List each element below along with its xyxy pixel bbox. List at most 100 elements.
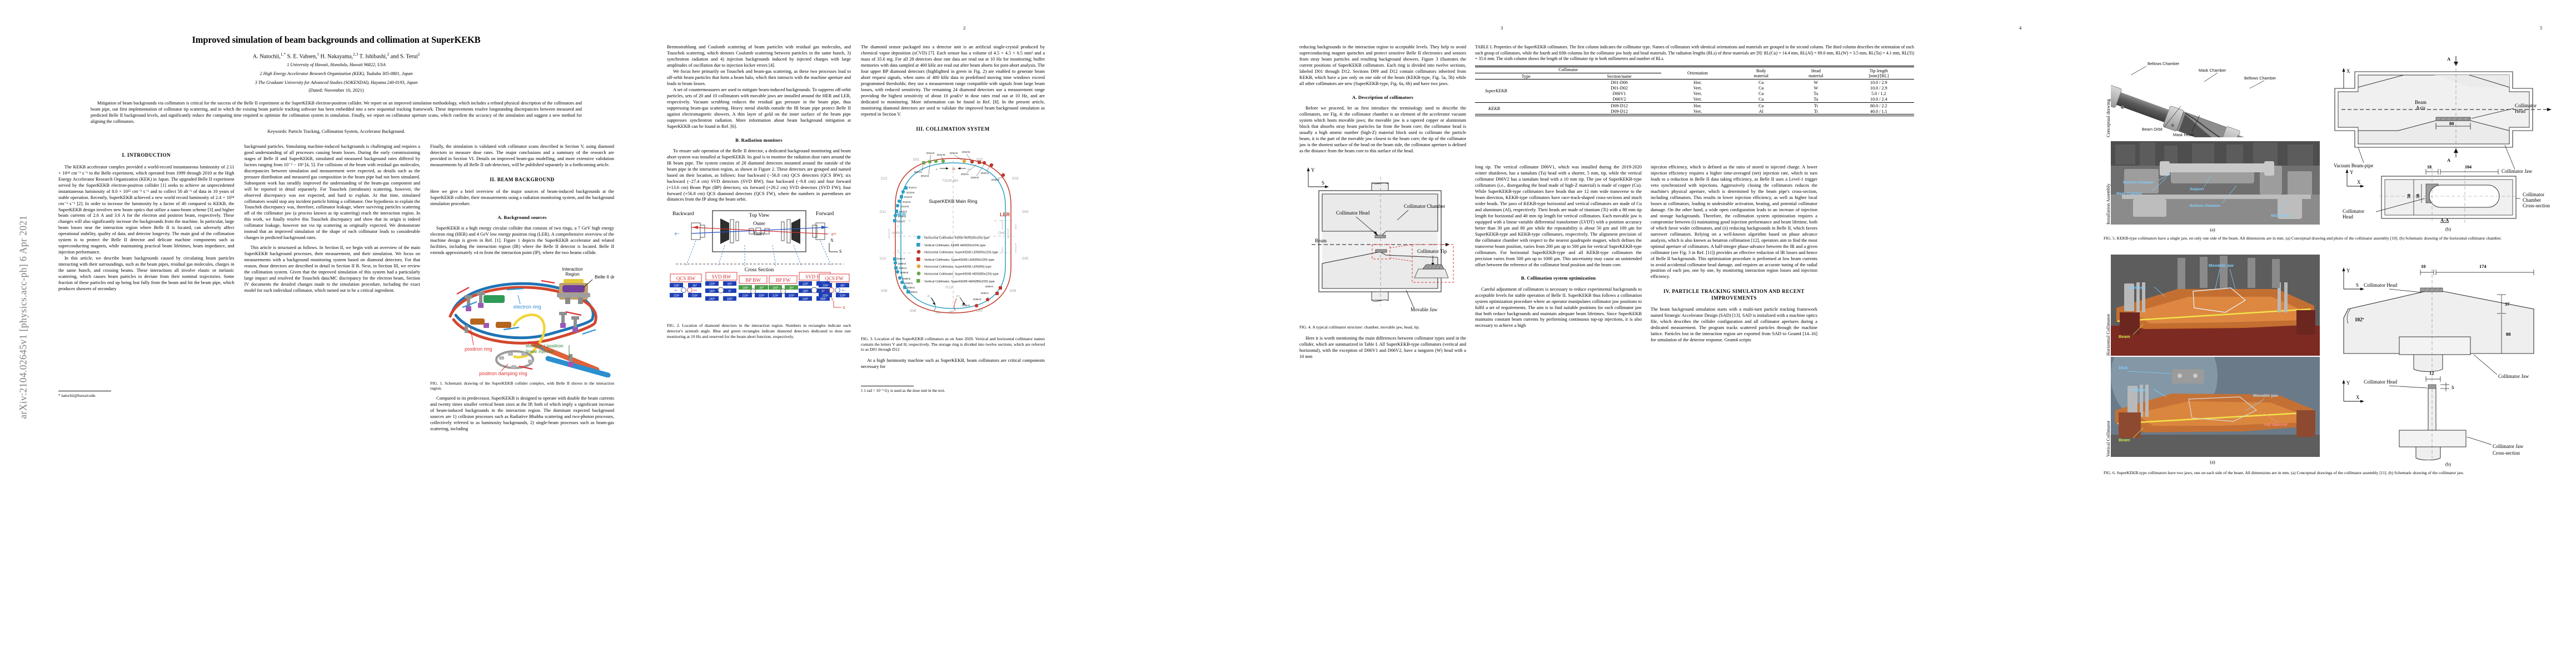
table-cell-head: Ti bbox=[1813, 108, 1818, 114]
table-cell-tip: 10.0 / 2.9 bbox=[1870, 79, 1887, 85]
fig6b-dim-37: 37 bbox=[2505, 301, 2510, 307]
page3-column-2: long tip. The vertical collimator D06V1,… bbox=[1475, 44, 1642, 360]
table-cell-tip: 10.0 / 2.9 bbox=[1870, 86, 1887, 91]
footnote-dose-unit: 1 1 rad = 10⁻² Gy is used as the dose un… bbox=[861, 389, 945, 394]
table-cell-head: Ta bbox=[1813, 91, 1818, 97]
svg-text:ARES: ARES bbox=[1015, 223, 1017, 230]
table-cell-body: Cu bbox=[1758, 79, 1764, 85]
paragraph: To ensure safe operation of the Belle II… bbox=[667, 148, 851, 202]
fig3-section-D09: D09 bbox=[881, 289, 888, 293]
paragraph: reducing backgrounds in the interaction … bbox=[1299, 44, 1466, 86]
svg-text:Head: Head bbox=[2515, 108, 2525, 114]
table-cell-orientation: Hor. bbox=[1693, 79, 1702, 85]
table-row: KEKB D09-D12 Hor. Cu Ti 80.0 / 2.2 bbox=[1475, 103, 1914, 111]
table-cell-name: D06V2 bbox=[1612, 97, 1626, 102]
fig4-label-chamber: Collimator Chamber bbox=[1404, 203, 1445, 209]
table-cell-head: Ta bbox=[1813, 97, 1818, 102]
svg-text:: Horizontal Collimator, Super: : Horizontal Collimator, SuperKEKB HER(f… bbox=[923, 272, 999, 276]
svg-text:Y: Y bbox=[831, 297, 834, 302]
fig5b-axis-x: X bbox=[2346, 68, 2350, 74]
fig2-label-e-plus: e+ bbox=[831, 231, 836, 237]
svg-text:Cross-section: Cross-section bbox=[2523, 203, 2550, 208]
subsection-heading-bg-sources: A. Background sources bbox=[497, 214, 547, 220]
fig5b-axis-x2: X bbox=[2357, 180, 2361, 185]
table-row: D01-D02 Vert. Cu W 10.0 / 2.9 bbox=[1475, 85, 1914, 91]
figure-1: Interaction Region Belle II detector ele… bbox=[430, 261, 614, 392]
fig5b-label-head: Collimator bbox=[2515, 103, 2537, 108]
paragraph: injection efficiency, which is defined a… bbox=[1651, 165, 1817, 280]
figure-5b: A X S bbox=[2331, 53, 2565, 232]
fig2-label-forward: Forward bbox=[816, 211, 834, 217]
svg-text:X: X bbox=[830, 238, 834, 243]
figure-5a-sublabel: (a) bbox=[2210, 227, 2215, 232]
paragraph: SuperKEKB is a high energy circular coll… bbox=[430, 225, 614, 255]
page-number: 3 bbox=[1501, 25, 1503, 31]
fig3-name-D06V2: D06V2 bbox=[985, 285, 993, 288]
table-cell-name: D01-D02 bbox=[1611, 86, 1628, 91]
fig1-label-damping-ring: positron damping ring bbox=[479, 371, 527, 376]
fig6b-label-jaw-xsec: Collimator Jaw bbox=[2493, 444, 2524, 449]
author-list: A. Natochii,1, * S. E. Vahsen,1 H. Nakay… bbox=[252, 53, 420, 60]
fig3-name-D12H2: D12H2 bbox=[901, 205, 909, 208]
fig3-name-D06V1: D06V1 bbox=[981, 292, 989, 295]
fig3-area-nikko: NIKKO bbox=[892, 231, 903, 235]
fig3-name-D03H1: D03H1 bbox=[991, 178, 1000, 181]
table-cell-body: Cu bbox=[1758, 91, 1764, 97]
svg-text:45º: 45º bbox=[840, 285, 845, 288]
fig5b-dim-104: 104 bbox=[2465, 165, 2472, 170]
fig3-section-D07: D07 bbox=[976, 309, 983, 313]
table-row: D06V1 Vert. Cu Ta 5.0 / 1.2 bbox=[1475, 91, 1914, 97]
fig3-name-D01H3: D01H3 bbox=[921, 175, 929, 177]
fig6b-dim-88: 88 bbox=[2506, 331, 2511, 337]
paragraph: The beam background simulation starts wi… bbox=[1651, 307, 1817, 342]
figure-6a-sublabel: (a) bbox=[2210, 459, 2215, 465]
fig3-name-D12V3: D12V3 bbox=[904, 196, 912, 198]
abstract: Mitigation of beam backgrounds via colli… bbox=[91, 100, 582, 124]
table-row: D06V2 Vert. Cu Ta 10.0 / 2.4 bbox=[1475, 97, 1914, 103]
fig3-name-D12H3: D12H3 bbox=[903, 201, 911, 203]
table-cell-type: KEKB bbox=[1488, 106, 1500, 111]
table-cell-name: D01-D06 bbox=[1611, 79, 1628, 85]
fig2-label-outer: Outer bbox=[753, 221, 765, 227]
paragraph: Careful adjustment of collimators is nec… bbox=[1475, 286, 1642, 328]
fig5b-label-jaw: Collimator Jaw bbox=[2502, 168, 2533, 174]
fig3-name-D09V3: D09V3 bbox=[899, 267, 906, 270]
figure-3: D01 D02 D03 D04 D05 D06 D07 D08 D09 D10 … bbox=[861, 138, 1045, 353]
fig3-name-D09H2: D09H2 bbox=[903, 277, 911, 280]
figure-6a-rowlabel-top: Horizontal Collimator bbox=[2105, 313, 2111, 356]
fig2-group-qcs-fw: QCS FW bbox=[819, 273, 850, 283]
svg-text:SVD BW: SVD BW bbox=[712, 274, 731, 280]
fig2-group-bp-fw: BP FW bbox=[769, 275, 798, 285]
fig3-name-D09V2: D09V2 bbox=[907, 286, 915, 289]
affiliation-2: 2 High Energy Accelerator Research Organ… bbox=[260, 71, 413, 77]
svg-text:: Vertical Collimator, SuperKE: : Vertical Collimator, SuperKEKB HER(f80… bbox=[923, 280, 995, 283]
svg-text:225º: 225º bbox=[674, 295, 680, 298]
table-cell-name: D09-D12 bbox=[1611, 108, 1628, 114]
figure-2: Backward Forward Top View Outer Inner bbox=[667, 208, 851, 340]
table-cell-tip: 40.0 / 1.1 bbox=[1870, 108, 1887, 114]
fig3-name-D12V4: D12V4 bbox=[909, 186, 916, 189]
fig5a-label-mask-chamber: Mask Chamber bbox=[2199, 68, 2226, 73]
svg-text:120º: 120º bbox=[709, 283, 715, 286]
svg-text:215º: 215º bbox=[773, 295, 779, 298]
page-title: Improved simulation of beam backgrounds … bbox=[192, 34, 481, 45]
paragraph: Here we give a brief overview of the maj… bbox=[430, 188, 614, 206]
fig5b-dim-80: 80 bbox=[2449, 121, 2454, 126]
fig4-label-jaw: Movable Jaw bbox=[1411, 307, 1438, 312]
svg-text:Cross-section: Cross-section bbox=[2493, 450, 2520, 456]
fig6b-dim-12: 12 bbox=[2429, 371, 2434, 376]
svg-text:QCS BW: QCS BW bbox=[676, 276, 696, 281]
fig6a-label-bellows-2: Bellows bbox=[2131, 387, 2147, 392]
section-heading-particle-tracking: IV. PARTICLE TRACKING SIMULATION AND REC… bbox=[1663, 288, 1805, 301]
fig3-name-D09V4: D09V4 bbox=[897, 257, 905, 260]
fig3-name-D02H2: D02H2 bbox=[971, 176, 979, 179]
fig5b-section-label: A-A bbox=[2440, 217, 2449, 223]
fig2-label-cross-section: Cross Section bbox=[745, 267, 774, 273]
svg-text:e−: e− bbox=[842, 289, 845, 292]
fig2-label-backward: Backward bbox=[672, 211, 694, 217]
paragraph: The KEKB accelerator complex provided a … bbox=[58, 164, 235, 255]
arxiv-stamp: arXiv:2104.02645v1 [physics.acc-ph] 6 Ap… bbox=[17, 215, 29, 419]
fig4-label-beam: Beam bbox=[1315, 238, 1327, 243]
paragraph: background particles. Simulating machine… bbox=[244, 143, 421, 241]
svg-text:S: S bbox=[839, 249, 841, 254]
